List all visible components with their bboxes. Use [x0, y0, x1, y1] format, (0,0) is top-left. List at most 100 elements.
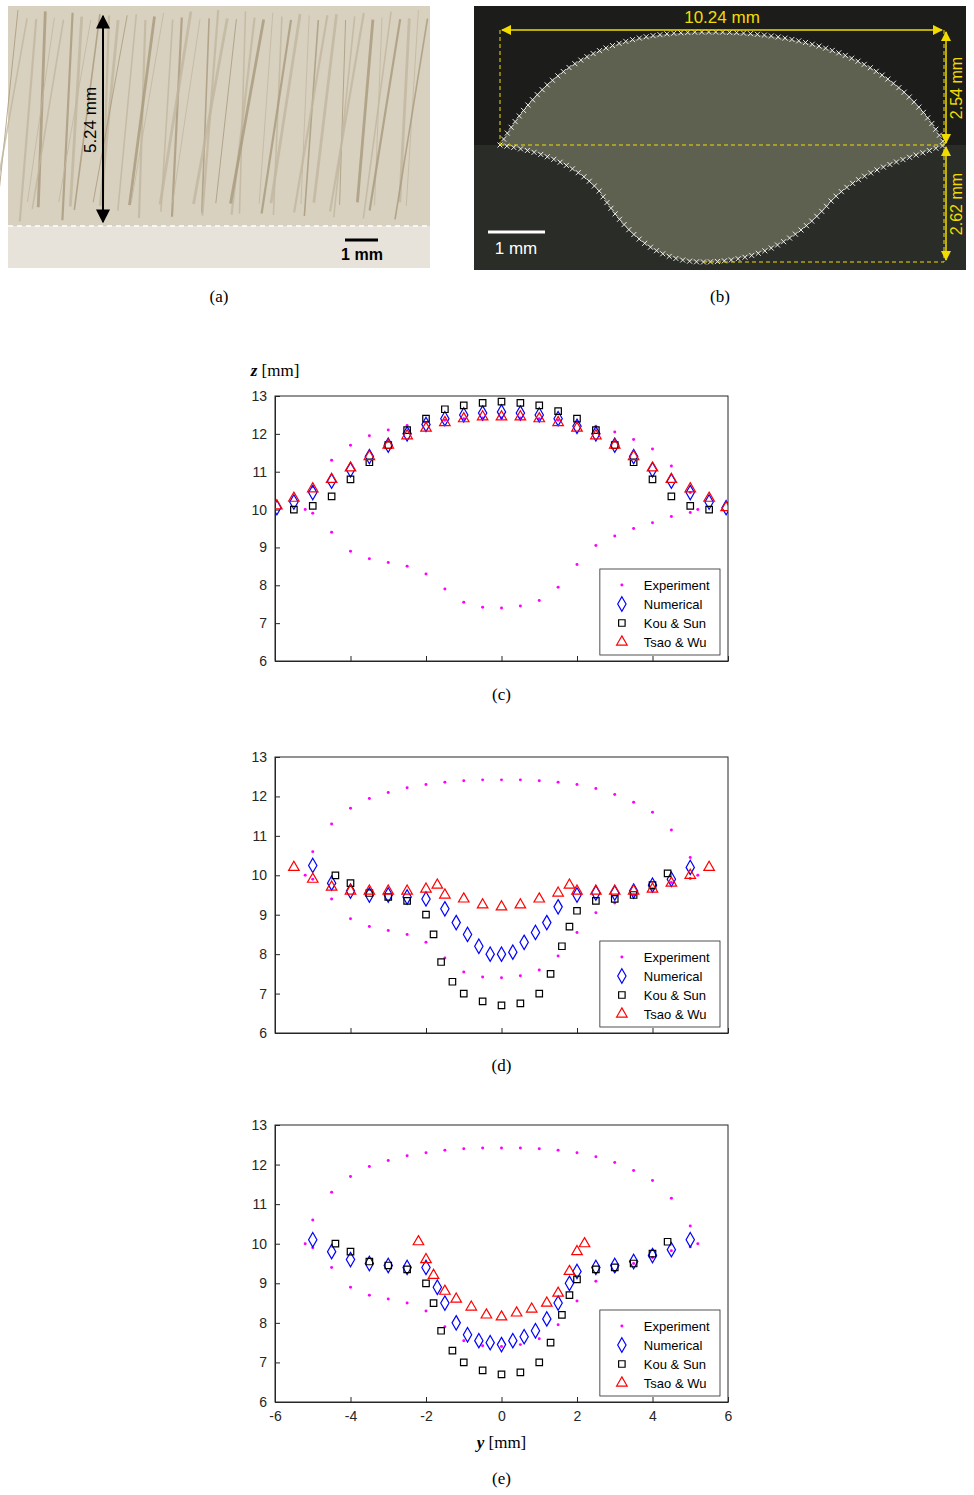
boundary-cross [875, 167, 880, 172]
point [632, 801, 635, 804]
scale-label: 1 mm [495, 239, 538, 258]
x-axis-line [276, 661, 729, 662]
upper-height-label: 2.54 mm [948, 57, 965, 119]
y-tick: 8 [259, 577, 280, 593]
point [517, 1369, 523, 1375]
grain-streak [131, 13, 163, 203]
boundary-cross [748, 31, 753, 36]
y-tick-mark [275, 661, 280, 662]
point [557, 586, 560, 589]
boundary-cross [561, 69, 566, 74]
photo-b: 10.24 mm2.54 mm2.62 mm1 mm [474, 6, 966, 270]
point [519, 1146, 522, 1149]
boundary-cross [885, 77, 890, 82]
chart: 678910111213ExperimentNumericalKou & Sun… [251, 749, 728, 1041]
point [402, 430, 413, 439]
point [666, 877, 677, 886]
point [481, 606, 484, 609]
point [387, 1298, 390, 1301]
boundary-cross [610, 43, 615, 48]
boundary-cross [535, 92, 540, 97]
boundary-cross [787, 236, 792, 241]
x-axis-line [276, 1402, 729, 1403]
x-tick-label: -6 [269, 1408, 282, 1424]
y-tick-mark [275, 472, 280, 473]
point [613, 1161, 616, 1164]
point [345, 885, 356, 894]
point [515, 411, 526, 420]
x-tick [728, 1028, 729, 1033]
point [689, 1224, 692, 1227]
point [576, 1300, 579, 1303]
y-tick: 7 [259, 615, 280, 631]
point [519, 778, 522, 781]
height-arrow [102, 16, 104, 222]
series [275, 405, 728, 515]
point [704, 861, 715, 870]
point [368, 557, 371, 560]
legend-label: Kou & Sun [644, 616, 706, 631]
point [481, 1309, 492, 1318]
y-axis: 678910111213 [251, 388, 280, 669]
point [461, 402, 467, 408]
legend-marker [617, 636, 628, 645]
point [430, 931, 436, 937]
grain-streak [259, 13, 273, 204]
y-tick-mark [275, 836, 280, 837]
boundary-cross [525, 148, 530, 153]
boundary-cross [626, 227, 631, 232]
x-tick: 2 [574, 1397, 582, 1424]
point [307, 483, 318, 492]
boundary-cross [814, 214, 819, 219]
y-tick-label: 9 [259, 1275, 267, 1291]
boundary-cross [550, 78, 555, 83]
upper-height-arrow [945, 32, 947, 143]
chart: -6-4-20246678910111213y [mm]ExperimentNu… [251, 1117, 732, 1452]
x-axis [276, 1028, 729, 1034]
grain-streak [262, 20, 291, 214]
boundary-cross [823, 46, 828, 51]
boundary-cross [651, 33, 656, 38]
point [670, 828, 673, 831]
point [576, 931, 579, 934]
x-tick-mark [728, 1028, 729, 1033]
grain-streak [363, 12, 391, 219]
scale-bar [345, 239, 378, 242]
boundary-cross [819, 209, 824, 214]
boundary-cross [880, 73, 885, 78]
point [327, 474, 335, 488]
point [516, 406, 524, 420]
point [478, 406, 486, 420]
point [651, 448, 654, 451]
point [509, 1333, 517, 1347]
boundary-cross [525, 103, 530, 108]
point [440, 416, 451, 425]
point [311, 512, 314, 515]
point [275, 500, 282, 509]
legend-marker [619, 1361, 625, 1367]
y-tick-mark [275, 396, 280, 397]
boundary-cross [622, 222, 627, 227]
grain-streak [27, 18, 54, 202]
y-tick-label: 13 [251, 749, 267, 765]
boundary-cross [830, 48, 835, 53]
point [403, 1260, 411, 1274]
point [481, 1344, 484, 1347]
point [509, 945, 517, 959]
point [458, 413, 469, 422]
weld-bead [500, 32, 945, 262]
boundary-cross [856, 177, 861, 182]
boundary-cross [844, 185, 849, 190]
y-tick: 8 [259, 1315, 280, 1331]
boundary-cross [803, 40, 808, 45]
y-tick: 13 [251, 388, 280, 404]
legend-label: Numerical [644, 969, 703, 984]
point [463, 927, 471, 941]
point [500, 1345, 503, 1348]
boundary-cross [673, 256, 678, 261]
boundary-cross [868, 170, 873, 175]
boundary-cross [603, 45, 608, 50]
point [706, 506, 712, 512]
point [696, 874, 699, 877]
x-tick [426, 656, 427, 661]
